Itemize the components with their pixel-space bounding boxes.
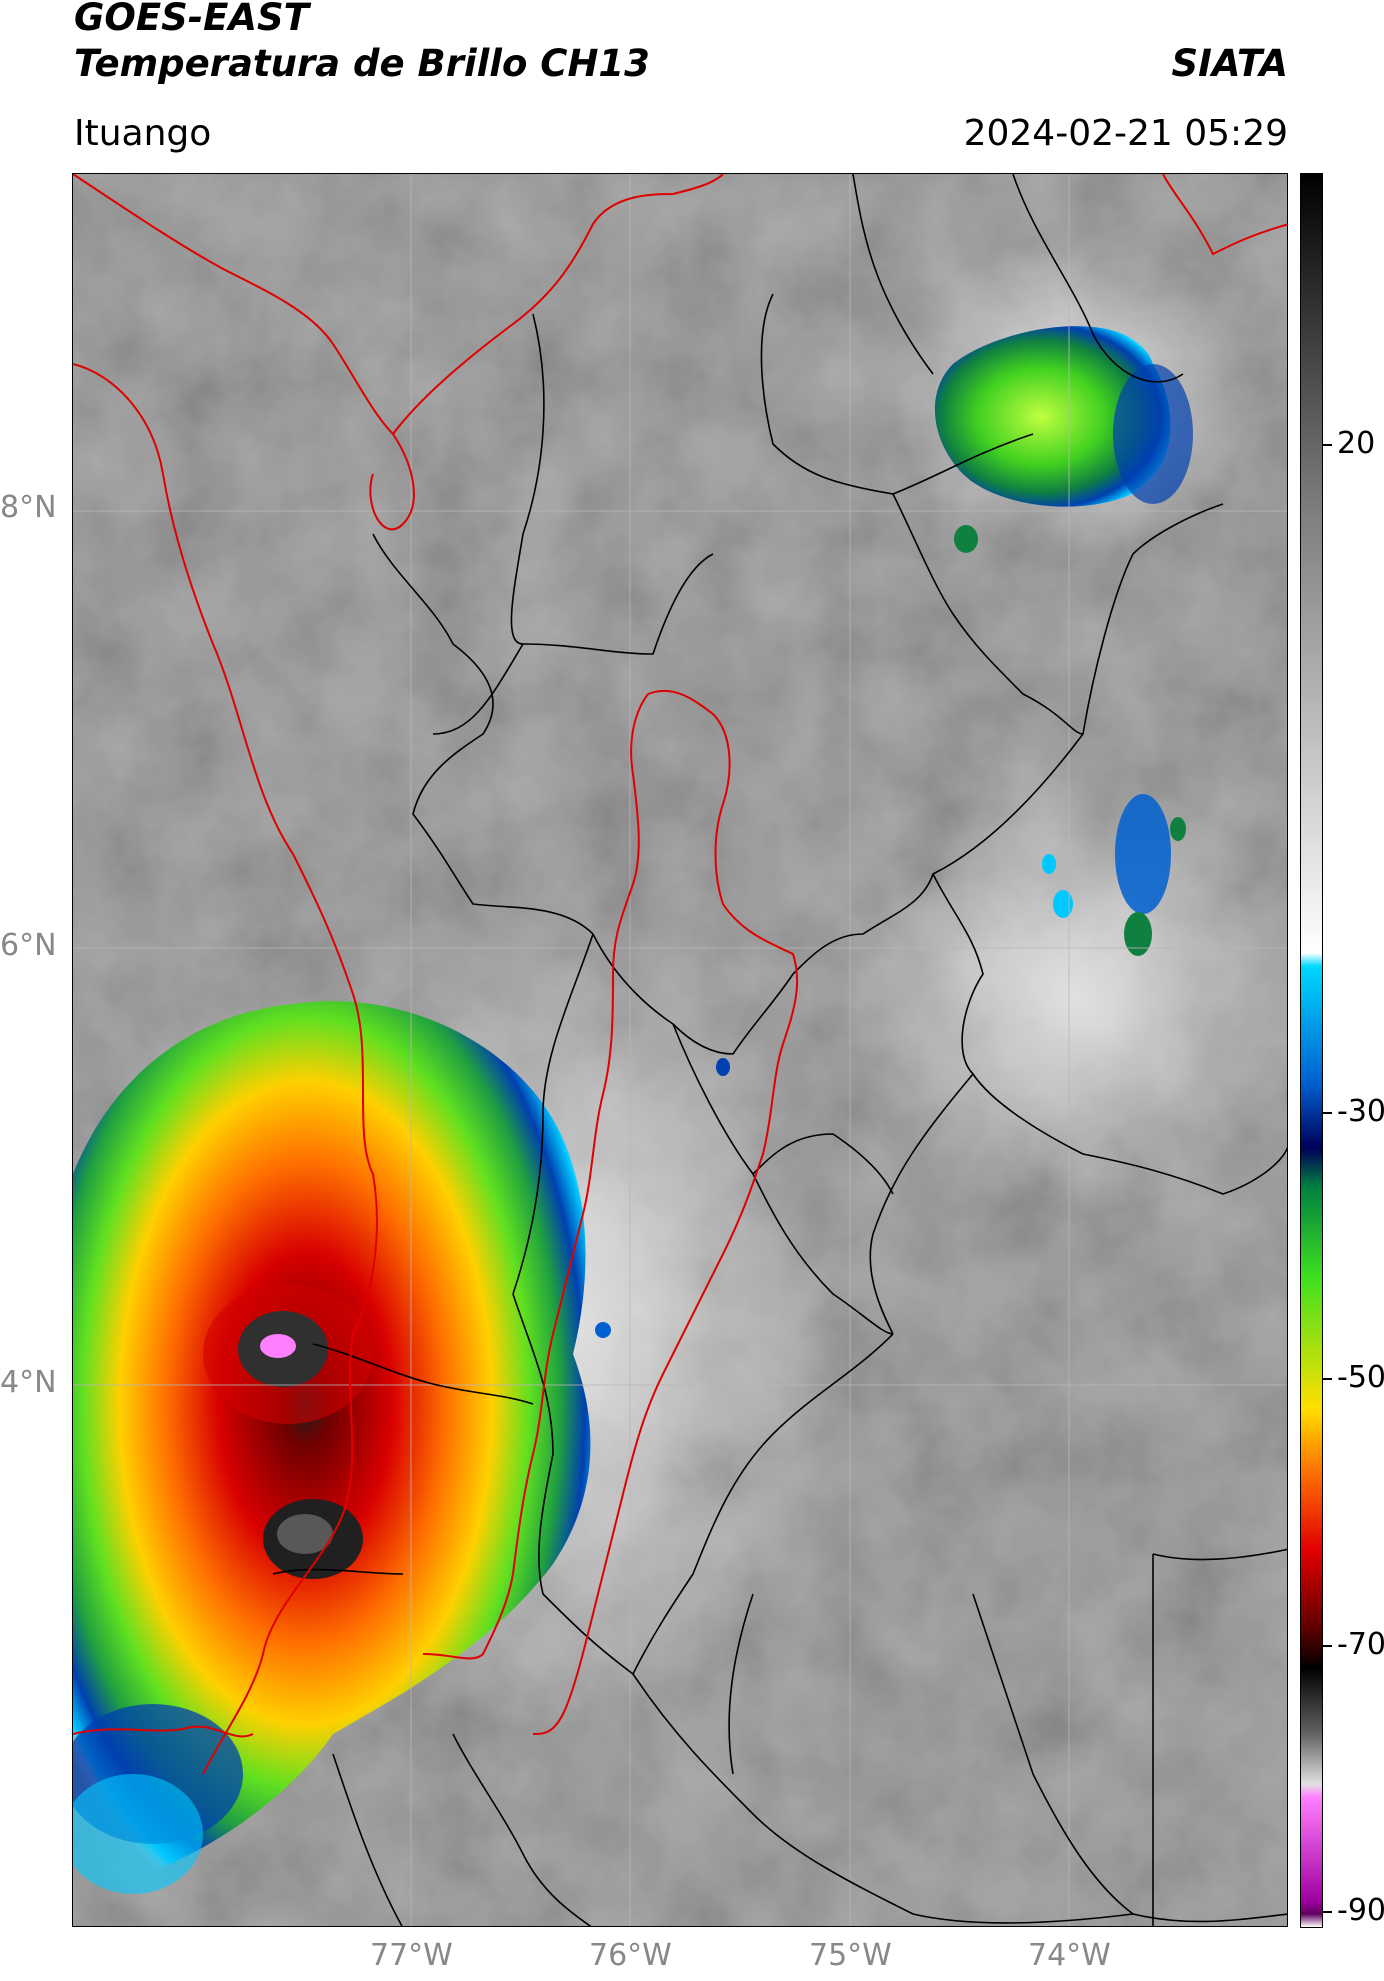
cbar-tick-m30 [1322, 1112, 1332, 1114]
cbar-label-m70: -70 [1337, 1627, 1384, 1662]
lat-label-6n: 6°N [0, 928, 57, 963]
agency-label: SIATA [1171, 42, 1288, 85]
product-title: Temperatura de Brillo CH13 [74, 42, 650, 85]
lon-label-76w: 76°W [589, 1938, 672, 1973]
cbar-tick-20 [1322, 444, 1332, 446]
cbar-label-m30: -30 [1337, 1094, 1384, 1129]
cbar-label-m90: -90 [1337, 1893, 1384, 1928]
region-label: Ituango [74, 113, 212, 154]
cbar-label-m50: -50 [1337, 1360, 1384, 1395]
lat-label-4n: 4°N [0, 1365, 57, 1400]
temperature-colorbar [1300, 173, 1323, 1928]
cbar-tick-m50 [1322, 1378, 1332, 1380]
timestamp-label: 2024-02-21 05:29 [963, 113, 1288, 154]
lat-label-8n: 8°N [0, 490, 57, 525]
brightness-temperature-map [73, 174, 1287, 1926]
lon-label-74w: 74°W [1028, 1938, 1111, 1973]
satellite-title: GOES-EAST [74, 0, 309, 39]
cbar-tick-m70 [1322, 1645, 1332, 1647]
lon-label-77w: 77°W [370, 1938, 453, 1973]
cbar-tick-m90 [1322, 1911, 1332, 1913]
lon-label-75w: 75°W [809, 1938, 892, 1973]
satellite-map [72, 173, 1288, 1927]
cbar-label-20: 20 [1337, 426, 1376, 461]
